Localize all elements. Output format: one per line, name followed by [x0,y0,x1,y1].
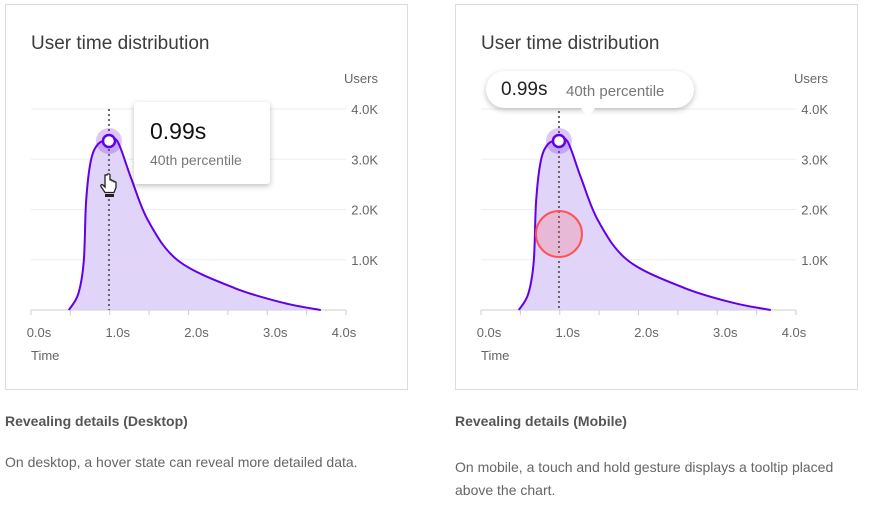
y-tick-label: 3.0K [801,152,828,167]
tooltip-value: 0.99s [150,118,207,144]
highlight-point [551,133,567,149]
x-tick-label: 4.0s [332,325,357,340]
chart-plot[interactable]: 1.0K 2.0K 3.0K 4.0K Users 0.0s 1.0s 2.0s 3.0s 4.0… [456,5,859,391]
touch-indicator [534,210,583,258]
x-tick-label: 2.0s [184,325,209,340]
caption-title-desktop: Revealing details (Desktop) [5,413,188,429]
x-tick-label: 1.0s [555,325,580,340]
caption-text-mobile: On mobile, a touch and hold gesture disp… [455,459,834,498]
y-tick-label: 4.0K [801,102,828,117]
caption-text-desktop: On desktop, a hover state can reveal mor… [5,454,358,470]
x-axis-label: Time [31,348,59,363]
y-axis-label: Users [344,71,378,86]
x-axis-label: Time [481,348,509,363]
y-tick-label: 3.0K [351,152,378,167]
x-tick-label: 0.0s [27,325,52,340]
hand-cursor-icon [100,173,117,197]
mobile-chart-card: User time distribution 1.0K 2.0K 3.0K 4.0K U… [455,4,858,390]
chart-plot[interactable]: 1.0K 2.0K 3.0K 4.0K Users 0.0s 1.0s 2.0s 3.0s 4.0… [6,5,409,391]
tooltip-percentile: 40th percentile [150,152,242,168]
tooltip-value: 0.99s [501,79,548,100]
y-tick-label: 2.0K [801,203,828,218]
y-tick-label: 4.0K [351,102,378,117]
y-tick-label: 1.0K [801,253,828,268]
y-axis-label: Users [794,71,828,86]
chart-title: User time distribution [31,33,210,54]
y-tick-label: 2.0K [351,203,378,218]
touch-tooltip: 0.99s 40th percentile [486,71,694,117]
caption-title-mobile: Revealing details (Mobile) [455,413,627,429]
chart-title: User time distribution [481,33,660,54]
x-tick-label: 3.0s [263,325,288,340]
desktop-chart-card: User time distribution 1.0K 2.0K 3.0K 4.0K U… [5,4,408,390]
x-tick-label: 2.0s [634,325,659,340]
hover-tooltip: 0.99s 40th percentile [134,102,270,184]
x-tick-label: 4.0s [782,325,807,340]
x-tick-label: 3.0s [713,325,738,340]
tooltip-percentile: 40th percentile [566,83,665,100]
highlight-point [101,133,117,149]
y-tick-label: 1.0K [351,253,378,268]
x-tick-label: 0.0s [477,325,502,340]
x-tick-label: 1.0s [105,325,130,340]
